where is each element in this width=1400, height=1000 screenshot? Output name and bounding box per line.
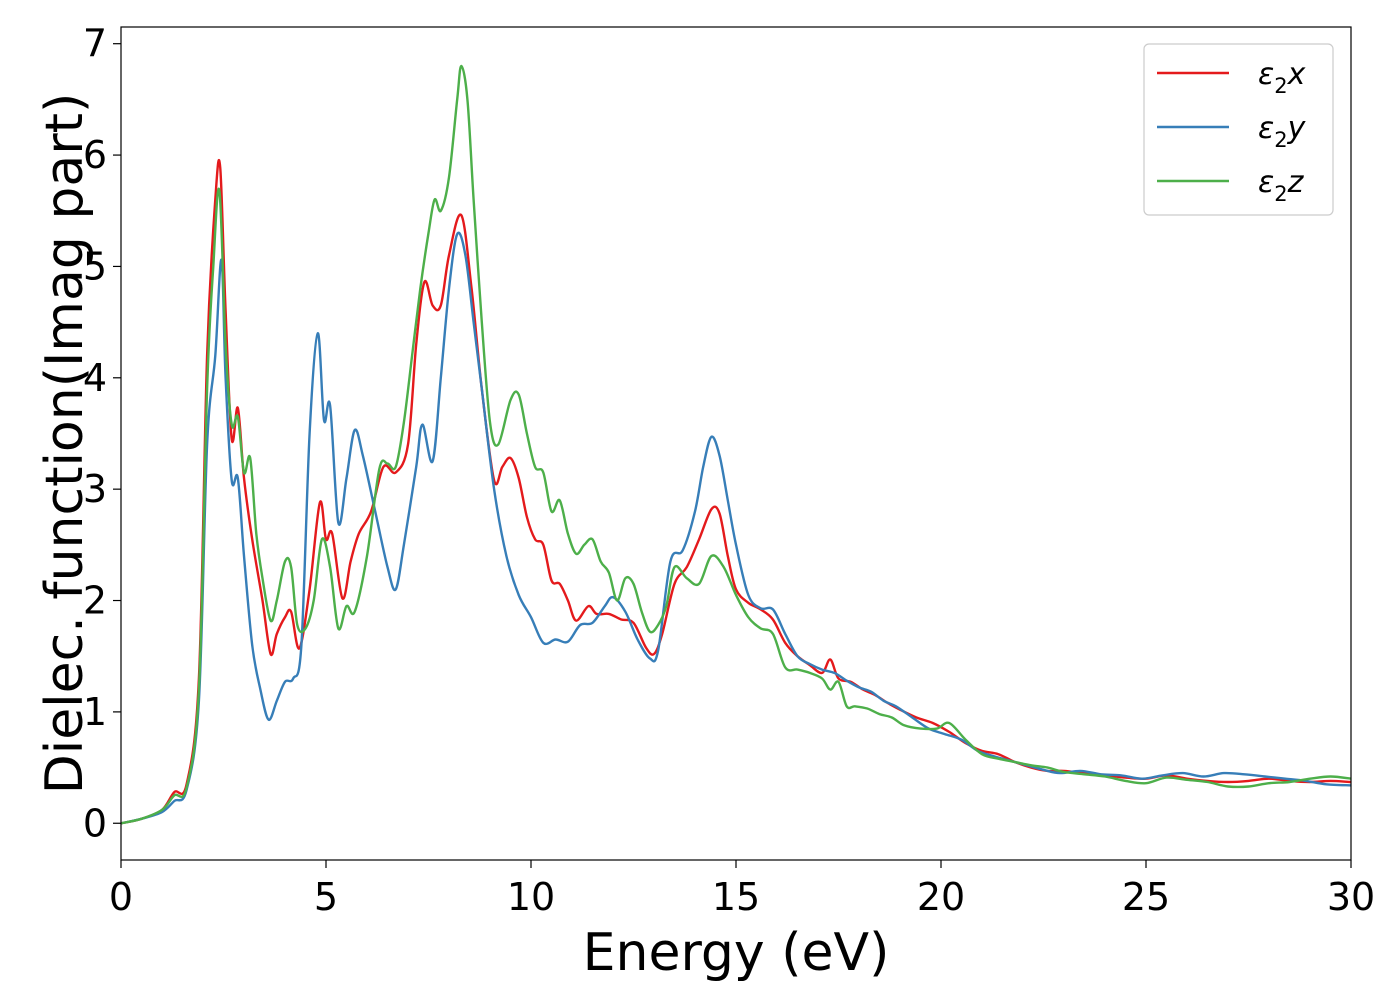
legend-label-y: ε2y (1258, 111, 1307, 152)
legend-label-x: ε2x (1258, 57, 1306, 98)
y-axis-label: Dielec. function(Imag part) (35, 93, 95, 795)
x-tick-label: 10 (507, 875, 555, 919)
y-tick-label: 0 (83, 801, 107, 845)
y-tick-label: 7 (83, 22, 107, 66)
x-axis-label: Energy (eV) (583, 923, 890, 983)
legend-box (1143, 43, 1334, 216)
legend-label-z: ε2z (1258, 165, 1305, 206)
legend: ε2x ε2y ε2z (1143, 43, 1334, 216)
series-line-x (121, 159, 1351, 825)
x-tick-label: 30 (1327, 875, 1375, 919)
x-tick-label: 20 (917, 875, 965, 919)
series-line-y (121, 231, 1351, 825)
y-axis-ticks: 0 1 2 3 4 5 6 7 (83, 22, 121, 845)
x-axis-ticks: 0 5 10 15 20 25 30 (109, 860, 1375, 919)
y-tick-label: 6 (83, 133, 107, 177)
y-tick-label: 2 (83, 579, 107, 623)
x-tick-label: 0 (109, 875, 133, 919)
series-line-z (121, 64, 1351, 825)
series-layer (121, 64, 1351, 825)
y-tick-label: 3 (83, 467, 107, 511)
y-tick-label: 1 (83, 690, 107, 734)
y-tick-label: 4 (83, 356, 107, 400)
y-tick-label: 5 (83, 244, 107, 288)
x-tick-label: 25 (1122, 875, 1170, 919)
x-tick-label: 5 (314, 875, 338, 919)
x-tick-label: 15 (712, 875, 760, 919)
